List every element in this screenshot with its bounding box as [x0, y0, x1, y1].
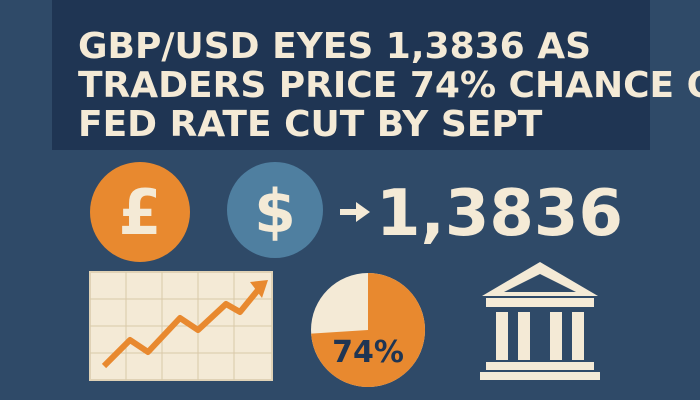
headline-line: FED RATE CUT BY SEPT — [78, 104, 543, 145]
pie-label: 74% — [332, 335, 404, 370]
rate-value: 1,3836 — [376, 177, 623, 251]
headline-line: TRADERS PRICE 74% CHANCE O — [78, 65, 700, 106]
pie-chart — [311, 273, 425, 387]
dollar-coin — [227, 162, 323, 258]
headline-band — [52, 0, 650, 150]
headline-line: GBP/USD EYES 1,3836 AS — [78, 26, 591, 67]
trend-chart-icon — [89, 271, 273, 381]
pound-coin — [90, 162, 190, 262]
arrow-icon — [340, 202, 370, 222]
dollar-sign: $ — [254, 177, 296, 247]
headline: GBP/USD EYES 1,3836 AS TRADERS PRICE 74%… — [78, 26, 700, 145]
pound-sign: £ — [118, 176, 161, 249]
bank-icon — [480, 262, 600, 380]
pie-slice — [311, 273, 425, 387]
